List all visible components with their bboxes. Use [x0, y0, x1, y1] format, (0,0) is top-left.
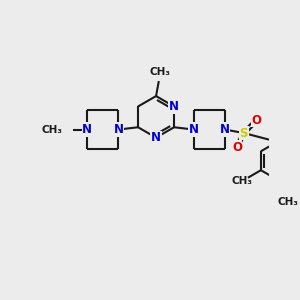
Text: N: N	[113, 123, 123, 136]
Text: N: N	[189, 123, 199, 136]
Text: N: N	[82, 123, 92, 136]
Text: N: N	[151, 131, 161, 144]
Text: CH₃: CH₃	[277, 196, 298, 207]
Text: S: S	[240, 127, 248, 140]
Text: CH₃: CH₃	[149, 67, 170, 77]
Text: O: O	[232, 141, 242, 154]
Text: O: O	[251, 114, 262, 127]
Text: CH₃: CH₃	[42, 124, 63, 135]
Text: N: N	[220, 123, 230, 136]
Text: CH₃: CH₃	[231, 176, 252, 186]
Text: N: N	[169, 100, 179, 113]
